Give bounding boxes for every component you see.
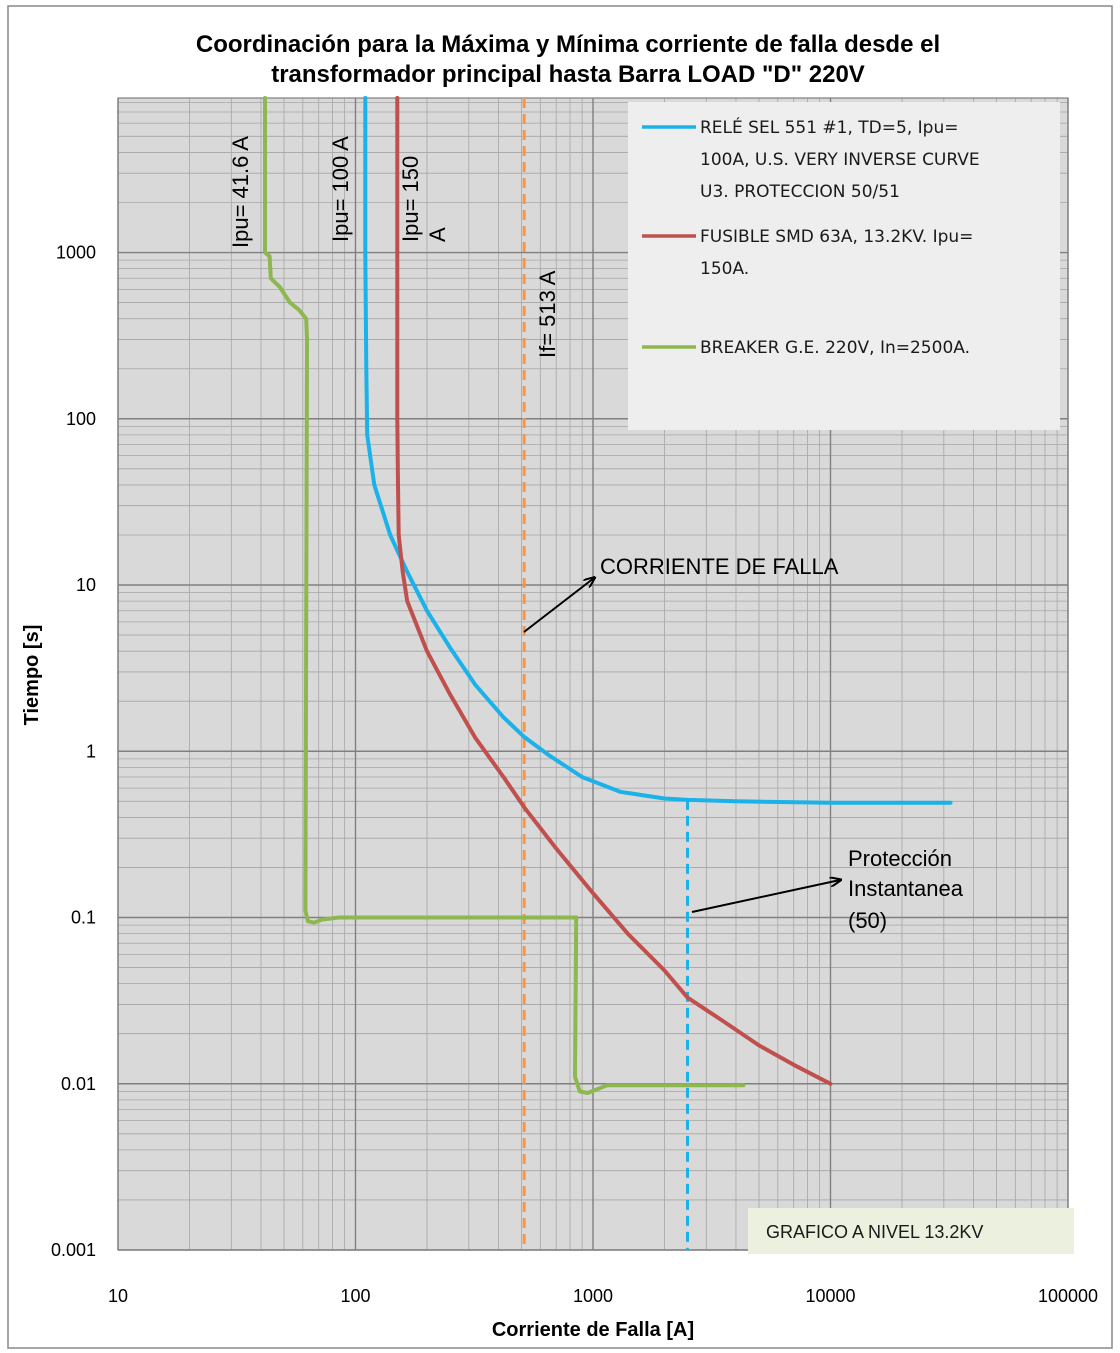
instant-protection-arrow bbox=[691, 880, 840, 913]
x-axis-title: Corriente de Falla [A] bbox=[492, 1319, 694, 1341]
y-axis-title: Tiempo [s] bbox=[21, 625, 43, 726]
y-tick-label: 1000 bbox=[56, 243, 96, 263]
x-tick-label: 100 bbox=[340, 1286, 370, 1306]
fault-current-arrow bbox=[523, 578, 594, 633]
chart-title-line1: Coordinación para la Máxima y Mínima cor… bbox=[196, 31, 940, 58]
y-tick-label: 100 bbox=[66, 409, 96, 429]
y-tick-label: 0.1 bbox=[71, 908, 96, 928]
chart-labels: Ipu= 41.6 A Ipu= 100 A Ipu= 150 A If= 51… bbox=[228, 136, 1074, 1254]
series-line-breaker bbox=[263, 96, 746, 1095]
legend-rele-line2: 100A, U.S. VERY INVERSE CURVE bbox=[700, 150, 980, 170]
series-line-fusible bbox=[395, 96, 833, 1086]
fault-current-label: If= 513 A bbox=[535, 270, 560, 358]
instant-protection-annotation-line1: Protección bbox=[848, 846, 952, 871]
fault-current-annotation: CORRIENTE DE FALLA bbox=[600, 554, 839, 579]
x-tick-label: 1000 bbox=[573, 1286, 613, 1306]
note-text: GRAFICO A NIVEL 13.2KV bbox=[766, 1222, 983, 1242]
x-tick-label: 10 bbox=[108, 1286, 128, 1306]
legend-rele-line1: RELÉ SEL 551 #1, TD=5, Ipu= bbox=[700, 116, 958, 138]
series-line-rele bbox=[363, 96, 953, 805]
instant-protection-annotation-line2: Instantanea bbox=[848, 876, 964, 901]
y-tick-label: 0.001 bbox=[51, 1240, 96, 1260]
minor-gridlines bbox=[118, 98, 1068, 1250]
legend-rele-line3: U3. PROTECCION 50/51 bbox=[700, 182, 900, 202]
legend: RELÉ SEL 551 #1, TD=5, Ipu= 100A, U.S. V… bbox=[628, 102, 1060, 430]
y-tick-label: 1 bbox=[86, 741, 96, 761]
chart-title-line2: transformador principal hasta Barra LOAD… bbox=[271, 61, 865, 88]
pickup-label-rele: Ipu= 100 A bbox=[328, 136, 353, 242]
pickup-label-fusible-unit: A bbox=[425, 227, 450, 242]
y-tick-label: 0.01 bbox=[61, 1074, 96, 1094]
major-gridlines bbox=[117, 97, 1069, 1251]
chart-marks bbox=[263, 96, 953, 1250]
legend-box bbox=[628, 102, 1060, 430]
y-tick-label: 10 bbox=[76, 575, 96, 595]
plot-border bbox=[117, 97, 1069, 1251]
pickup-label-breaker: Ipu= 41.6 A bbox=[228, 136, 253, 248]
note-box bbox=[748, 1208, 1074, 1254]
legend-breaker-line1: BREAKER G.E. 220V, In=2500A. bbox=[700, 338, 970, 358]
x-tick-label: 10000 bbox=[805, 1286, 855, 1306]
x-tick-label: 100000 bbox=[1038, 1286, 1098, 1306]
axis-ticks: 10 100 1000 10000 100000 0.001 0.01 0.1 1 10 100 10… bbox=[51, 243, 1098, 1306]
pickup-label-fusible: Ipu= 150 bbox=[398, 156, 423, 242]
legend-fusible-line1: FUSIBLE SMD 63A, 13.2KV. Ipu= bbox=[700, 227, 973, 247]
legend-fusible-line2: 150A. bbox=[700, 259, 749, 279]
instant-protection-annotation-line3: (50) bbox=[848, 908, 887, 933]
